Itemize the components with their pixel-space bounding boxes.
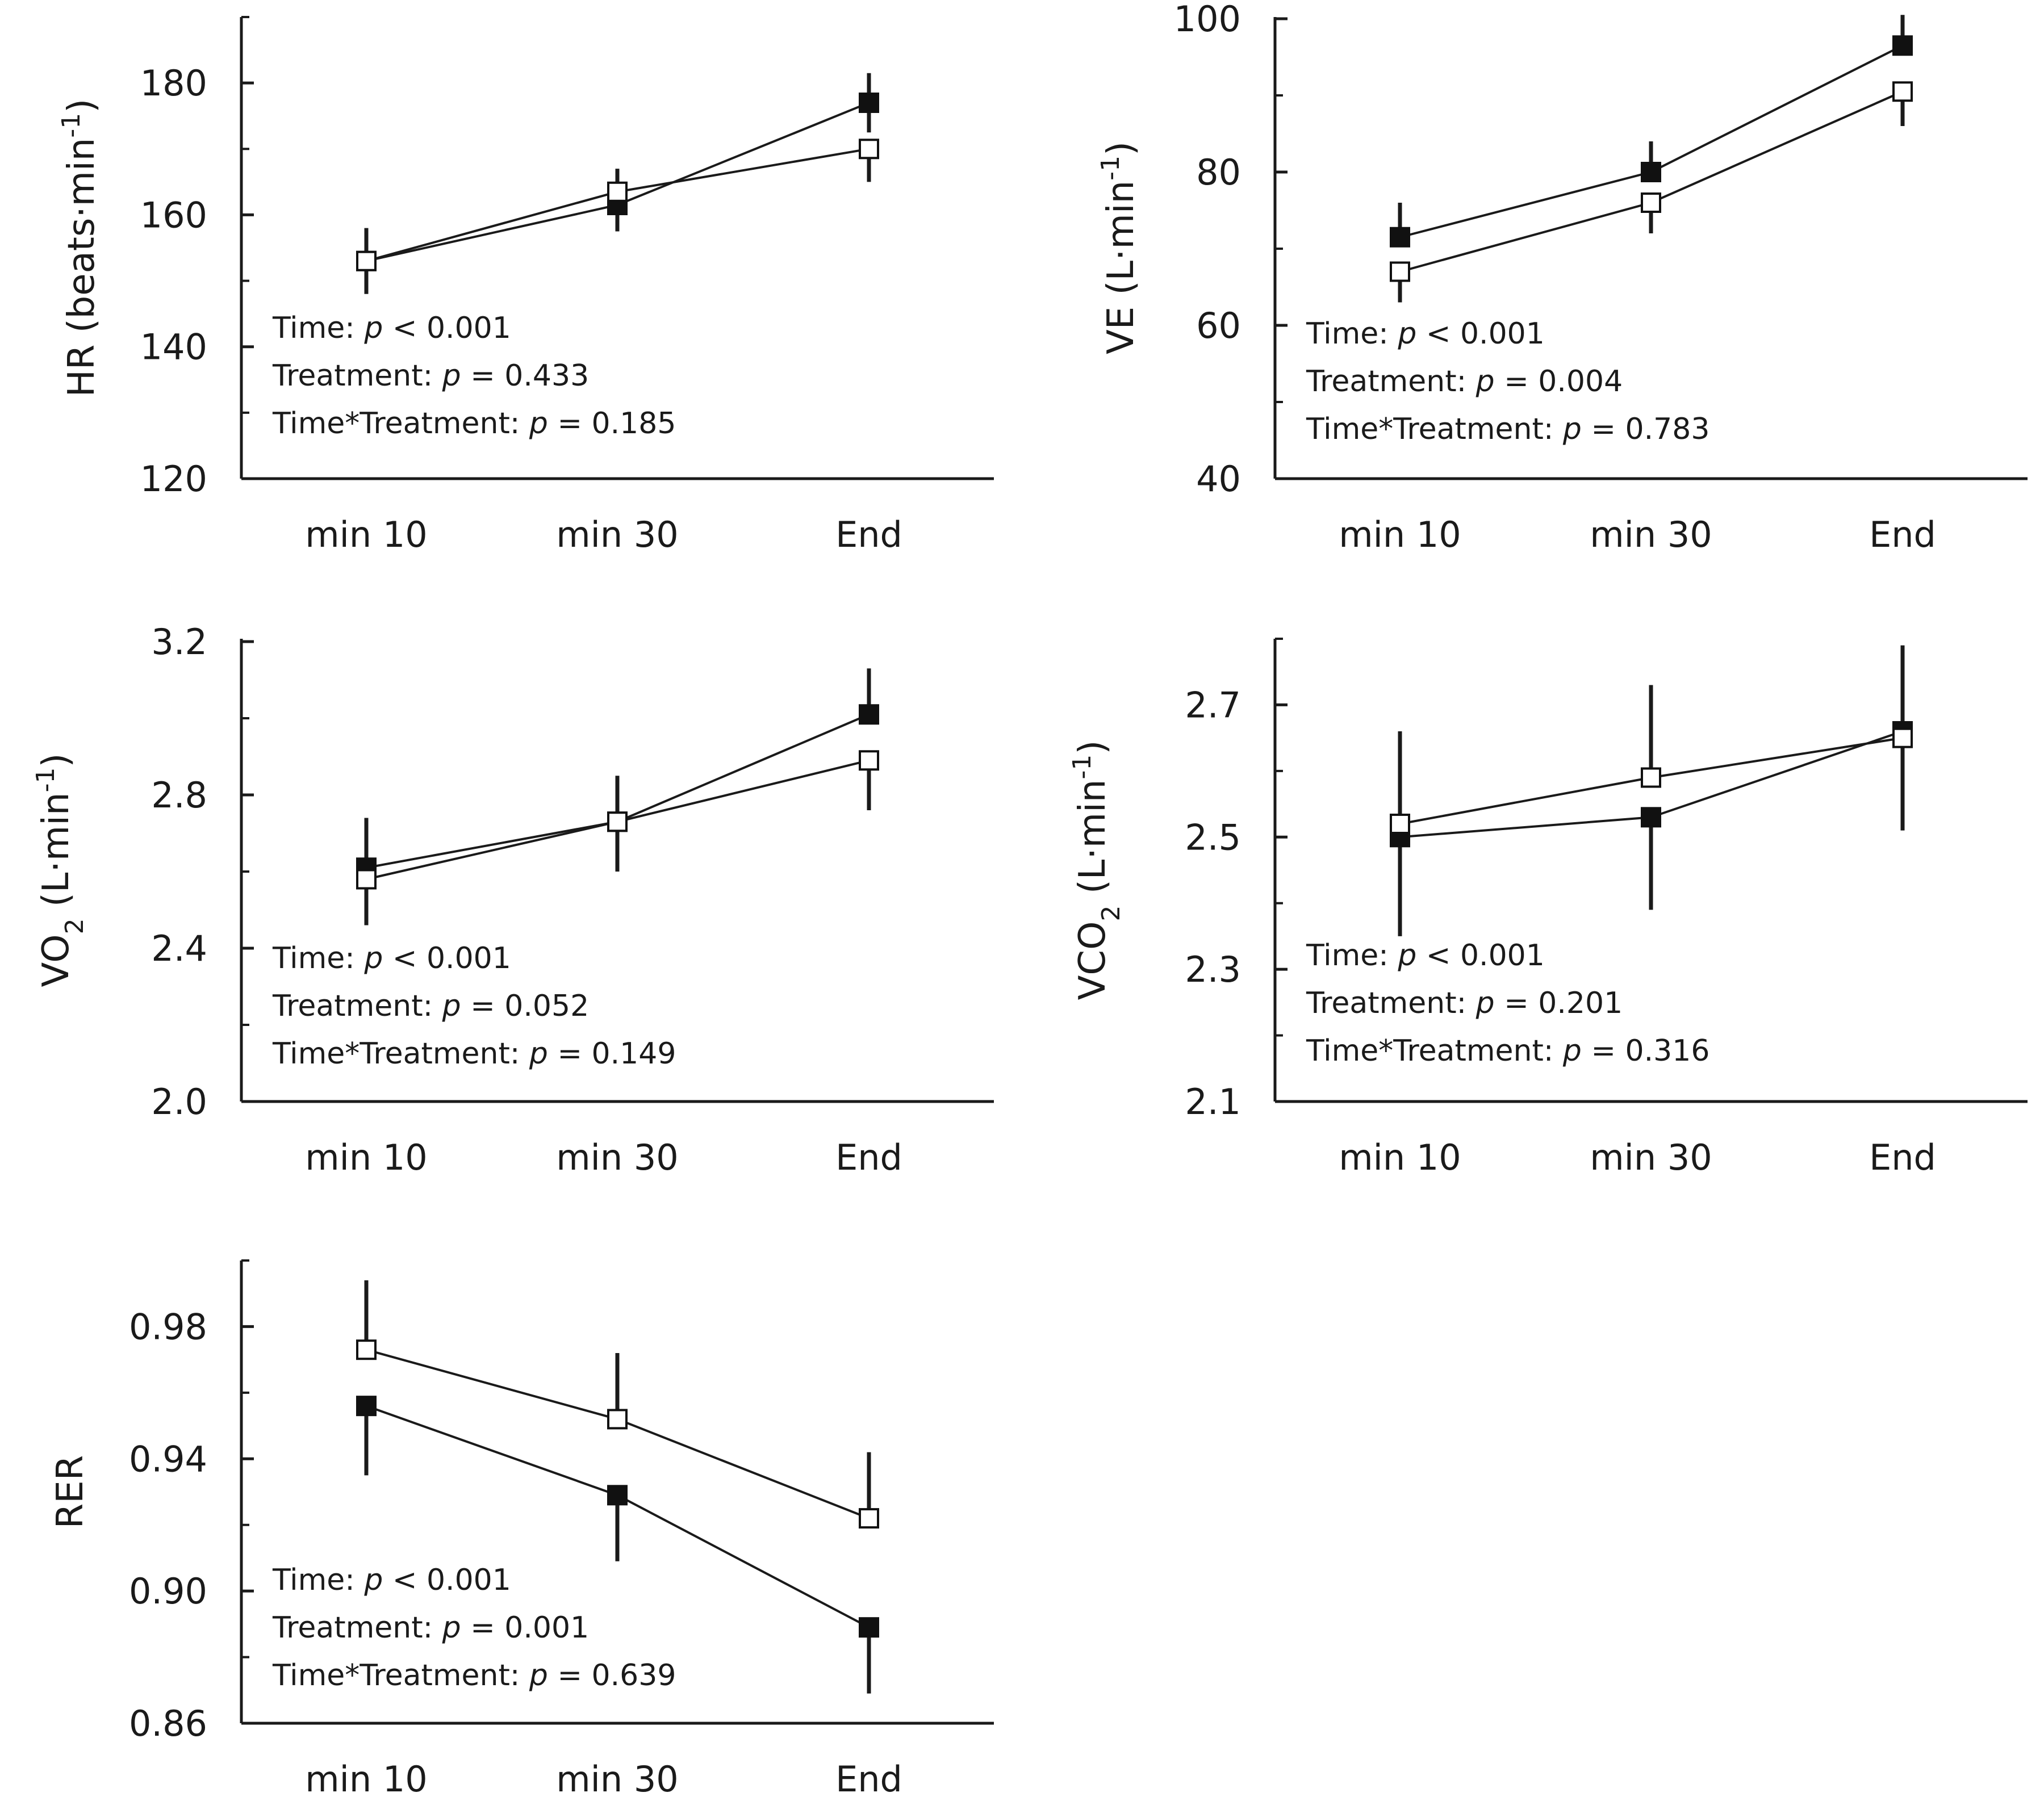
x-tick-label: End bbox=[1869, 514, 1936, 555]
y-tick-label: 0.90 bbox=[129, 1571, 207, 1612]
stat-line: Time*Treatment: p = 0.783 bbox=[1306, 412, 1709, 446]
data-point-filled bbox=[859, 1617, 879, 1638]
stat-line: Treatment: p = 0.001 bbox=[272, 1611, 589, 1645]
y-tick-label: 140 bbox=[140, 326, 207, 368]
y-tick-label: 2.0 bbox=[151, 1081, 207, 1123]
y-tick-label: 80 bbox=[1196, 152, 1241, 193]
y-tick-label: 180 bbox=[140, 62, 207, 104]
stat-line: Treatment: p = 0.004 bbox=[1306, 365, 1623, 399]
stat-line: Treatment: p = 0.201 bbox=[1306, 986, 1623, 1020]
data-point-filled bbox=[1641, 162, 1661, 182]
data-point-open bbox=[607, 181, 628, 202]
data-point-open bbox=[859, 750, 879, 771]
y-tick-label: 0.86 bbox=[129, 1703, 207, 1744]
x-tick-label: min 10 bbox=[305, 1758, 428, 1800]
stat-line: Time: p < 0.001 bbox=[1306, 939, 1545, 973]
y-tick-label: 160 bbox=[140, 194, 207, 236]
x-tick-label: min 30 bbox=[1590, 1137, 1712, 1178]
x-tick-label: min 30 bbox=[1590, 514, 1712, 555]
data-point-open bbox=[1892, 727, 1913, 748]
y-tick-label: 0.94 bbox=[129, 1438, 207, 1480]
stat-line: Time*Treatment: p = 0.639 bbox=[272, 1659, 676, 1693]
y-tick-label: 2.3 bbox=[1185, 949, 1241, 990]
data-point-open bbox=[1390, 261, 1410, 282]
stat-line: Time: p < 0.001 bbox=[1306, 317, 1545, 351]
chart-panel-rer: 0.86 0.90 0.94 0.98 min 10 min 30 End RER Time: … bbox=[49, 1259, 994, 1800]
chart-panel-hr: 120 140 160 180 min 10 min 30 End HR (beats·min… bbox=[57, 16, 994, 555]
data-point-filled bbox=[859, 704, 879, 725]
y-tick-label: 2.5 bbox=[1185, 816, 1241, 858]
y-tick-label: 60 bbox=[1196, 305, 1241, 346]
x-tick-label: min 10 bbox=[305, 1137, 428, 1178]
data-point-open bbox=[356, 1339, 377, 1360]
y-tick-label: 120 bbox=[140, 458, 207, 500]
stat-line: Time: p < 0.001 bbox=[272, 311, 511, 345]
data-point-open bbox=[356, 869, 377, 890]
y-axis-title: VO2 (L·min-1) bbox=[31, 753, 89, 987]
data-point-open bbox=[1390, 814, 1410, 834]
stat-line: Treatment: p = 0.433 bbox=[272, 359, 589, 393]
data-point-open bbox=[1641, 767, 1661, 788]
y-axis-title: HR (beats·min-1) bbox=[57, 99, 103, 397]
data-point-open bbox=[356, 250, 377, 271]
chart-panel-ve: 40 60 80 100 min 10 min 30 End VE (L·min-1) Time… bbox=[1096, 0, 2028, 555]
y-axis-title: RER bbox=[49, 1455, 91, 1528]
chart-panel-vo2: 2.0 2.4 2.8 3.2 min 10 min 30 End VO2 (L·min-1)… bbox=[31, 621, 994, 1178]
x-tick-label: min 10 bbox=[1339, 514, 1461, 555]
stat-line: Time*Treatment: p = 0.185 bbox=[272, 407, 676, 441]
y-tick-label: 100 bbox=[1174, 0, 1241, 40]
y-tick-label: 2.7 bbox=[1185, 684, 1241, 726]
x-tick-label: min 10 bbox=[1339, 1137, 1461, 1178]
x-tick-label: min 30 bbox=[556, 514, 679, 555]
y-tick-label: 2.1 bbox=[1185, 1081, 1241, 1123]
data-point-filled bbox=[859, 92, 879, 113]
data-point-open bbox=[607, 811, 628, 832]
stat-line: Time*Treatment: p = 0.149 bbox=[272, 1037, 676, 1071]
stat-line: Time*Treatment: p = 0.316 bbox=[1306, 1034, 1709, 1068]
stat-line: Time: p < 0.001 bbox=[272, 941, 511, 975]
data-point-open bbox=[859, 139, 879, 160]
x-tick-label: min 30 bbox=[556, 1758, 679, 1800]
data-point-open bbox=[859, 1508, 879, 1529]
y-axis-title: VE (L·min-1) bbox=[1096, 141, 1143, 354]
x-tick-label: End bbox=[1869, 1137, 1936, 1178]
y-tick-label: 2.4 bbox=[151, 928, 207, 969]
x-tick-label: min 30 bbox=[556, 1137, 679, 1178]
chart-panel-vco2: 2.1 2.3 2.5 2.7 min 10 min 30 End VCO2 (L·min-1… bbox=[1068, 638, 2028, 1178]
stat-line: Time: p < 0.001 bbox=[272, 1563, 511, 1597]
data-point-filled bbox=[356, 1396, 377, 1417]
y-tick-label: 2.8 bbox=[151, 774, 207, 816]
y-tick-label: 3.2 bbox=[151, 621, 207, 663]
data-point-filled bbox=[1641, 807, 1661, 828]
stat-line: Treatment: p = 0.052 bbox=[272, 989, 589, 1023]
data-point-filled bbox=[607, 1485, 628, 1506]
y-tick-label: 40 bbox=[1196, 458, 1241, 500]
data-point-filled bbox=[1892, 35, 1913, 56]
y-tick-label: 0.98 bbox=[129, 1306, 207, 1347]
x-tick-label: min 10 bbox=[305, 514, 428, 555]
x-tick-label: End bbox=[835, 1137, 902, 1178]
data-point-open bbox=[607, 1409, 628, 1430]
y-axis-title: VCO2 (L·min-1) bbox=[1068, 740, 1126, 1000]
data-point-filled bbox=[1390, 227, 1410, 248]
data-point-open bbox=[1641, 192, 1661, 213]
data-point-open bbox=[1892, 81, 1913, 102]
x-tick-label: End bbox=[835, 1758, 902, 1800]
x-tick-label: End bbox=[835, 514, 902, 555]
